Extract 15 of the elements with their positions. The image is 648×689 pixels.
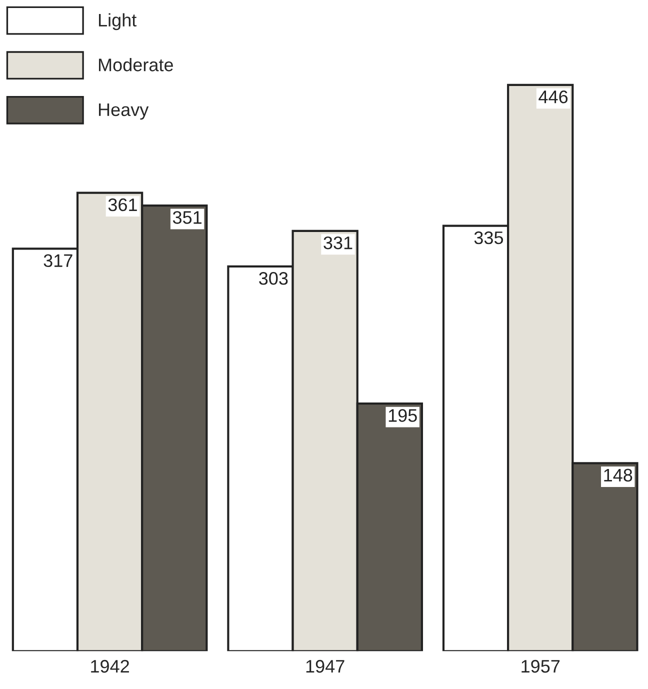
data-label: 351 <box>172 211 202 224</box>
x-tick-label: 1942 <box>91 660 129 673</box>
x-tick-label: 1947 <box>306 660 344 673</box>
data-label: 148 <box>604 468 632 482</box>
data-label: 331 <box>324 236 352 250</box>
x-tick-label: 1957 <box>522 660 560 673</box>
legend-label: Heavy <box>98 103 149 120</box>
data-label: 446 <box>538 90 568 104</box>
data-label: 361 <box>108 198 137 212</box>
data-label: 303 <box>259 272 288 285</box>
data-label: 195 <box>388 409 417 422</box>
data-label: 317 <box>44 254 72 268</box>
data-label: 335 <box>474 231 504 244</box>
legend-label: Moderate <box>98 58 173 72</box>
legend-label: Light <box>98 13 137 30</box>
